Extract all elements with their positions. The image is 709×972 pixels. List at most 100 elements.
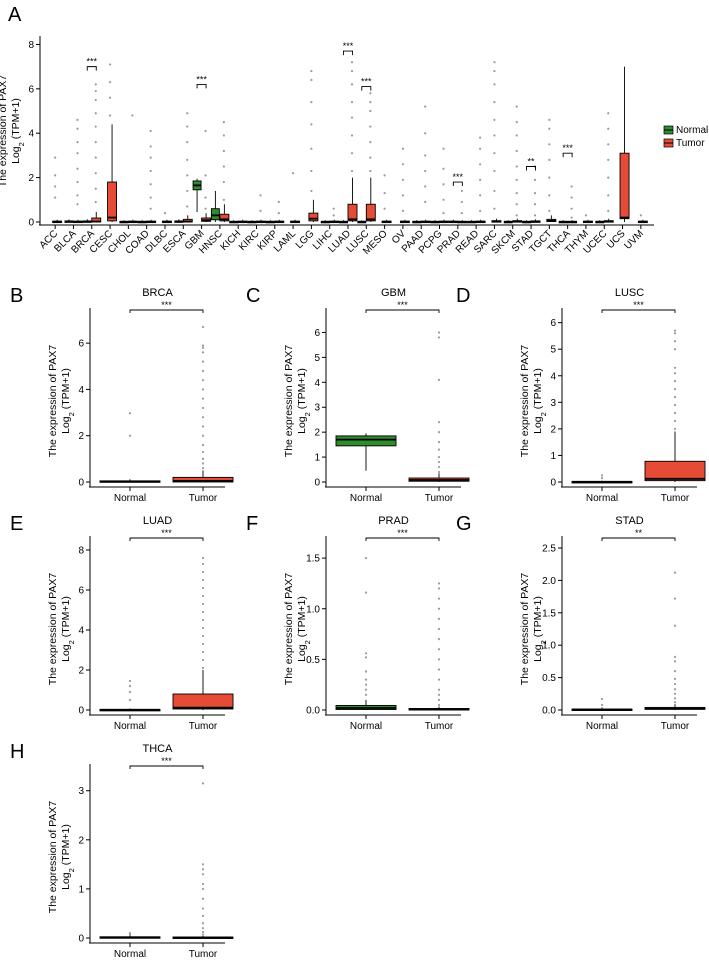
outlier-c-tumor-outlier [437, 455, 441, 459]
outlier-BRCA-outlier [94, 140, 97, 144]
y-axis-label-e-line1: The expression of PAX7 [47, 573, 59, 686]
outlier-BLCA-outlier [76, 180, 79, 184]
panel-label-d: D [456, 285, 470, 307]
outlier-OV-outlier [401, 147, 405, 150]
outlier-SKCM-outlier [515, 203, 518, 206]
outlier-UCEC-outlier [607, 127, 610, 130]
outlier-LIHC-outlier [332, 214, 335, 217]
outlier-SKCM-outlier [515, 134, 518, 137]
outlier-BRCA-outlier [94, 172, 97, 175]
y-tick-label-c: 1 [314, 453, 320, 464]
outlier-PCPG-outlier [442, 167, 445, 170]
outlier-e-tumor-outlier [201, 586, 205, 590]
outlier-BLCA-outlier [76, 167, 79, 170]
y-axis-label-d-line2: Log2 (TPM+1) [532, 368, 548, 434]
outlier-LGG-outlier [310, 169, 313, 173]
outlier-TGCT-outlier [548, 194, 551, 197]
y-tick-label-d: 6 [550, 318, 556, 329]
outlier-b-tumor-outlier [201, 434, 205, 437]
y-tick-label-c: 2 [314, 428, 320, 439]
outlier-KIRC-outlier [259, 209, 262, 213]
outlier-b-tumor-outlier [201, 425, 205, 428]
significance-bracket-d [601, 309, 676, 313]
box-tumor-LGG-box [308, 212, 319, 222]
y-tick-label-b: 6 [78, 339, 84, 350]
y-tick-label-g: 2.0 [542, 576, 556, 587]
outlier-d-normal-outlier [600, 474, 604, 477]
outlier-e-tumor-outlier [201, 556, 205, 560]
x-tick-label-a: KICH [219, 228, 244, 253]
outlier-LGG-outlier [310, 69, 313, 73]
outlier-d-tumor-outlier [673, 329, 677, 332]
outlier-LUSC-outlier [369, 101, 372, 104]
outlier-BLCA-outlier [76, 140, 79, 144]
outlier-LUAD-outlier [350, 101, 354, 104]
legend-label-tumor: Tumor [676, 138, 705, 149]
outlier-b-tumor-outlier [201, 346, 205, 349]
outlier-HNSC-outlier [222, 149, 225, 153]
outlier-READ-outlier [479, 147, 482, 150]
x-tick-label-normal: Normal [350, 721, 382, 732]
outlier-e-tumor-outlier [201, 666, 205, 670]
outlier-PAAD-outlier [424, 200, 427, 204]
outlier-KIRC-outlier [259, 194, 262, 197]
outlier-LGG-outlier [310, 189, 313, 193]
outlier-e-tumor-outlier [201, 650, 205, 654]
outlier-b-tumor-outlier [201, 325, 205, 329]
outlier-UCEC-outlier [607, 194, 610, 197]
outlier-h-tumor-outlier [201, 882, 205, 886]
significance-label-THCA: *** [562, 143, 573, 153]
outlier-g-tumor-outlier [673, 670, 677, 673]
y-axis-label-d: The expression of PAX7 Log2 (TPM+1) [519, 345, 548, 458]
outlier-SKCM-outlier [515, 178, 518, 181]
outlier-SARC-outlier [493, 207, 496, 210]
y-tick-label-c: 6 [314, 328, 320, 339]
y-tick-label-f: 1.5 [306, 554, 320, 565]
outlier-BLCA-outlier [76, 127, 79, 130]
outlier-COAD-outlier [149, 145, 152, 148]
outlier-LUAD-outlier [350, 116, 354, 119]
outlier-c-tumor-outlier [437, 460, 441, 464]
y-axis-label-a-line2: Log2 (TPM+1) [10, 98, 26, 164]
x-tick-label-tumor: Tumor [425, 721, 454, 732]
outlier-COAD-outlier [149, 129, 152, 133]
y-tick-label-g: 2.5 [542, 544, 556, 555]
outlier-g-normal-outlier [600, 697, 604, 701]
significance-bracket-f [365, 537, 440, 541]
outlier-HNSC-outlier [222, 180, 225, 184]
significance-label-f: *** [397, 528, 408, 538]
x-tick-label-normal: Normal [114, 949, 146, 960]
y-tick-label-b: 2 [78, 431, 84, 442]
panel-label-b: B [10, 285, 23, 307]
outlier-h-tumor-outlier [201, 907, 205, 910]
significance-label-c: *** [397, 300, 408, 310]
outlier-d-normal-outlier [600, 476, 604, 480]
significance-bracket-GBM [196, 83, 207, 89]
outlier-f-tumor-outlier [437, 693, 441, 696]
y-axis-label-c: The expression of PAX7 Log2 (TPM+1) [283, 345, 312, 458]
y-axis-label-g-line2: Log2 (TPM+1) [532, 596, 548, 662]
outlier-LGG-outlier [310, 101, 313, 104]
outlier-MESO-outlier [383, 174, 386, 177]
x-tick-label-normal: Normal [114, 493, 146, 504]
outlier-SARC-outlier [493, 169, 496, 173]
panel-title-e: LUAD [143, 515, 172, 527]
outlier-b-tumor-outlier [201, 457, 205, 460]
outlier-d-tumor-outlier [673, 340, 677, 343]
x-tick-label-tumor: Tumor [661, 721, 690, 732]
outlier-LUSC-outlier [369, 109, 372, 113]
y-axis-label-f: The expression of PAX7 Log2 (TPM+1) [283, 573, 312, 686]
outlier-h-tumor-outlier [201, 782, 205, 785]
x-tick-label-a: UCS [605, 228, 628, 251]
outlier-LIHC-outlier [332, 207, 335, 210]
outlier-e-tumor-outlier [201, 594, 205, 598]
x-tick-label-tumor: Tumor [189, 493, 218, 504]
outlier-h-tumor-outlier [201, 897, 205, 900]
outlier-PAAD-outlier [424, 169, 427, 173]
outlier-g-tumor-outlier [673, 660, 677, 663]
y-tick-label-b: 0 [78, 478, 84, 489]
outlier-c-tumor-outlier [437, 470, 441, 474]
x-tick-label-tumor: Tumor [189, 721, 218, 732]
